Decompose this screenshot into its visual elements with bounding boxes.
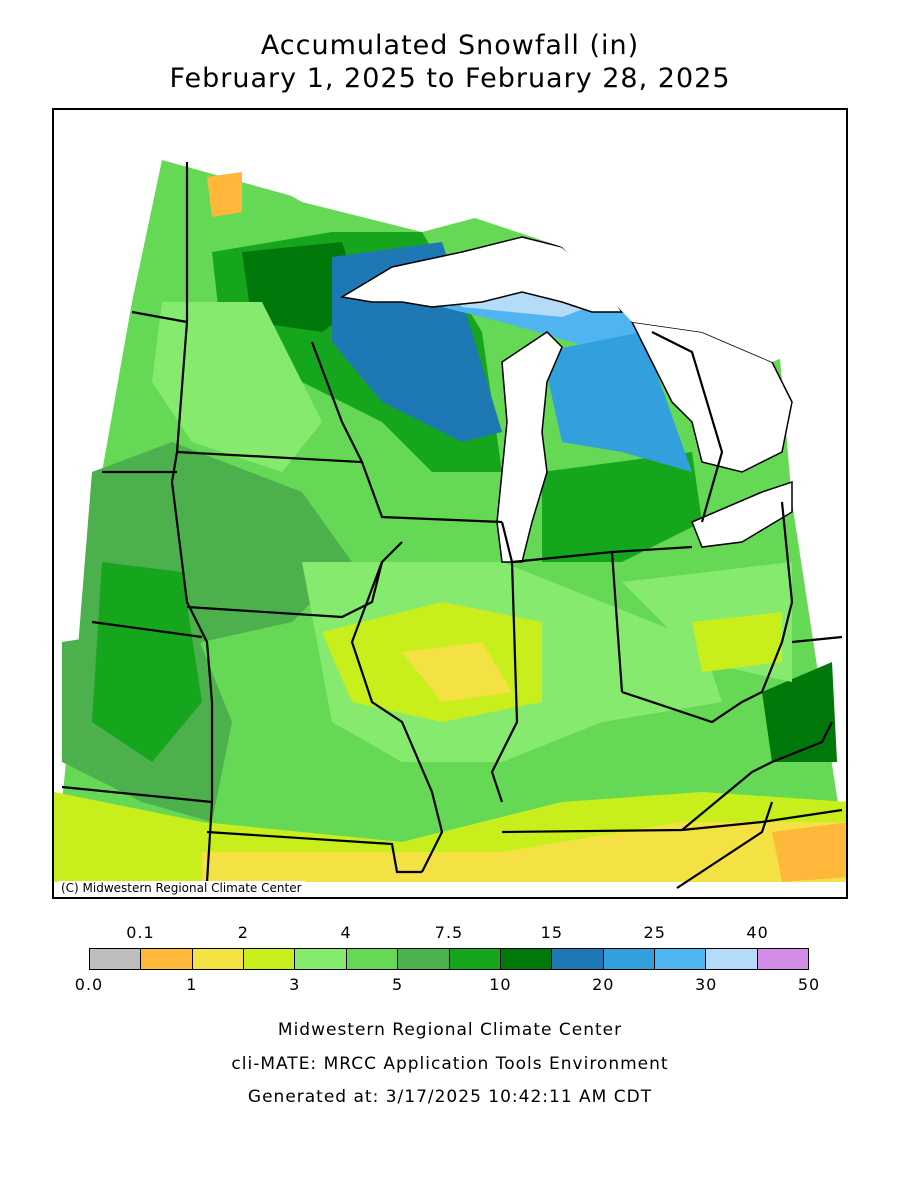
legend-bottom-label: 3 — [289, 975, 301, 994]
footer-generated-time: Generated at: 3/17/2025 10:42:11 AM CDT — [247, 1087, 653, 1107]
legend-swatch — [654, 949, 707, 969]
legend-top-label: 4 — [340, 923, 352, 942]
legend-swatch — [603, 949, 655, 969]
zone-heavy-west — [92, 562, 202, 762]
legend-top-label: 15 — [540, 923, 564, 942]
legend-swatch — [552, 949, 604, 969]
legend-bottom-label: 50 — [797, 975, 821, 994]
zone-low-southeast — [202, 822, 846, 882]
legend-color-bar — [89, 948, 809, 970]
map-date-range: February 1, 2025 to February 28, 2025 — [169, 63, 731, 94]
footer-organization: Midwestern Regional Climate Center — [277, 1020, 623, 1040]
lake-superior — [339, 236, 624, 313]
legend-bottom-label: 0.0 — [74, 975, 104, 994]
legend: 0.1 2 4 7.5 15 25 40 0.0 1 3 5 10 20 30 50 — [0, 915, 900, 1005]
north-land-canada — [232, 110, 846, 362]
legend-swatch — [449, 949, 501, 969]
legend-bottom-label: 10 — [489, 975, 512, 994]
lake-erie — [691, 480, 793, 548]
legend-bottom-label: 30 — [694, 975, 718, 994]
legend-swatch — [141, 949, 193, 969]
legend-swatch — [90, 949, 142, 969]
legend-top-label: 25 — [643, 923, 666, 942]
legend-swatch — [398, 949, 450, 969]
snowfall-map-graphic — [54, 110, 846, 889]
zone-lowest-southeast — [772, 822, 846, 882]
legend-top-label: 40 — [746, 923, 769, 942]
zone-light-dakotas — [152, 302, 322, 472]
legend-swatch — [346, 949, 399, 969]
legend-top-label: 7.5 — [434, 923, 464, 942]
legend-swatch — [706, 949, 758, 969]
legend-bottom-label: 5 — [391, 975, 404, 994]
legend-swatch — [500, 949, 553, 969]
legend-swatch — [192, 949, 245, 969]
legend-swatch — [295, 949, 347, 969]
legend-top-label: 2 — [237, 923, 249, 942]
snowfall-map: (C) Midwestern Regional Climate Center — [52, 108, 848, 899]
zone-low-illinois — [402, 642, 512, 702]
lake-michigan — [496, 331, 563, 563]
zone-lowest-northwest — [207, 172, 242, 217]
legend-swatch — [244, 949, 296, 969]
state-borders — [61, 162, 843, 889]
zone-yellowgreen-ohio — [692, 612, 782, 672]
map-title: Accumulated Snowfall (in) — [260, 30, 640, 61]
legend-top-label: 0.1 — [126, 923, 155, 942]
map-credit: (C) Midwestern Regional Climate Center — [58, 881, 305, 895]
footer-tool-name: cli-MATE: MRCC Application Tools Environ… — [231, 1054, 669, 1074]
legend-swatch — [757, 949, 809, 969]
zone-heavy-east — [762, 662, 837, 762]
legend-bottom-label: 20 — [592, 975, 615, 994]
legend-bottom-label: 1 — [186, 975, 198, 994]
zone-heavy-michigan-south — [542, 452, 702, 562]
